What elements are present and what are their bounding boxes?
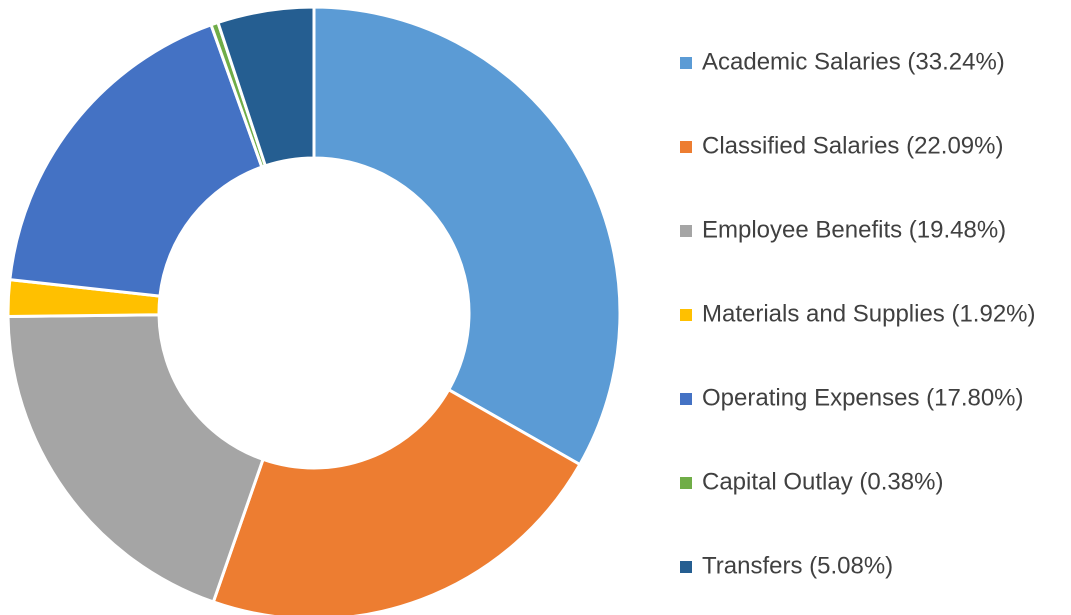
legend-swatch <box>680 561 692 573</box>
legend-swatch <box>680 477 692 489</box>
slice <box>216 5 316 168</box>
slice <box>6 313 265 604</box>
legend-label: Classified Salaries (22.09%) <box>702 132 1003 159</box>
slice <box>312 5 622 467</box>
legend-swatch <box>680 393 692 405</box>
legend-swatch <box>680 225 692 237</box>
legend-label: Employee Benefits (19.48%) <box>702 216 1006 243</box>
legend-label: Transfers (5.08%) <box>702 552 893 579</box>
legend-label: Materials and Supplies (1.92%) <box>702 300 1036 327</box>
legend-swatch <box>680 57 692 69</box>
slice <box>211 387 582 615</box>
legend-label: Operating Expenses (17.80%) <box>702 384 1024 411</box>
legend-swatch <box>680 141 692 153</box>
legend-swatch <box>680 309 692 321</box>
legend-label: Capital Outlay (0.38%) <box>702 468 943 495</box>
slice <box>8 22 264 298</box>
legend-label: Academic Salaries (33.24%) <box>702 48 1005 75</box>
